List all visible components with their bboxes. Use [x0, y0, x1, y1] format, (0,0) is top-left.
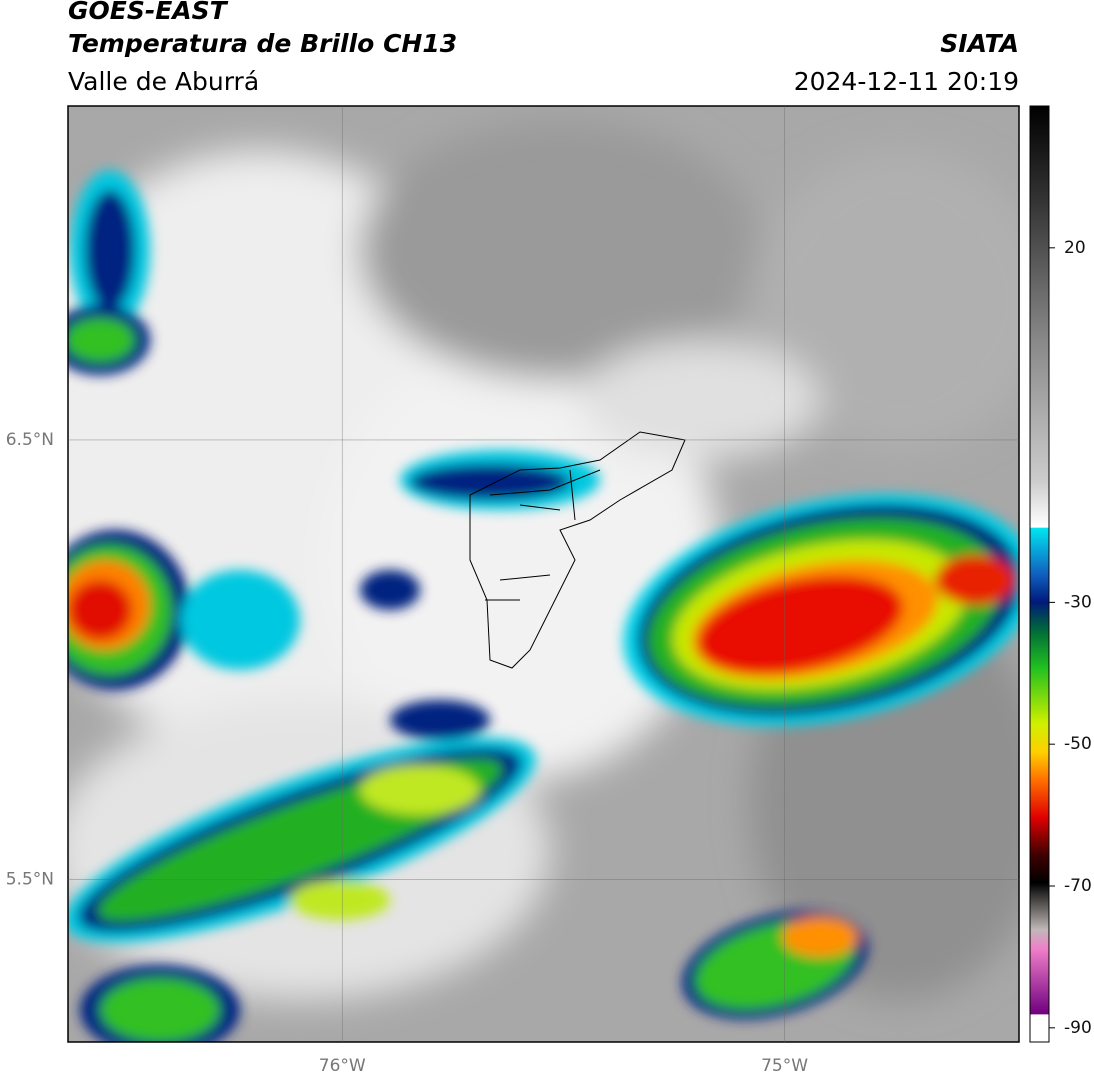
- source: SIATA: [940, 29, 1019, 58]
- colorbar-tick-label: -50: [1064, 734, 1092, 754]
- x-tick-label: 75°W: [761, 1056, 808, 1076]
- title: GOES-EAST: [68, 0, 229, 25]
- map-frame: [67, 105, 1020, 1043]
- colorbar: [1029, 105, 1050, 1043]
- colorbar-tick-label: -70: [1064, 876, 1092, 896]
- datetime: 2024-12-11 20:19: [794, 67, 1019, 96]
- colorbar-tick-label: 20: [1064, 238, 1086, 258]
- satellite-image: [68, 106, 1019, 1042]
- y-tick-label: 5.5°N: [6, 869, 54, 889]
- x-tick-label: 76°W: [319, 1056, 366, 1076]
- colorbar-tick-label: -90: [1064, 1018, 1092, 1038]
- y-tick-label: 6.5°N: [6, 430, 54, 450]
- colorbar-tick-label: -30: [1064, 592, 1092, 612]
- subtitle: Temperatura de Brillo CH13: [68, 29, 457, 58]
- region: Valle de Aburrá: [68, 67, 259, 96]
